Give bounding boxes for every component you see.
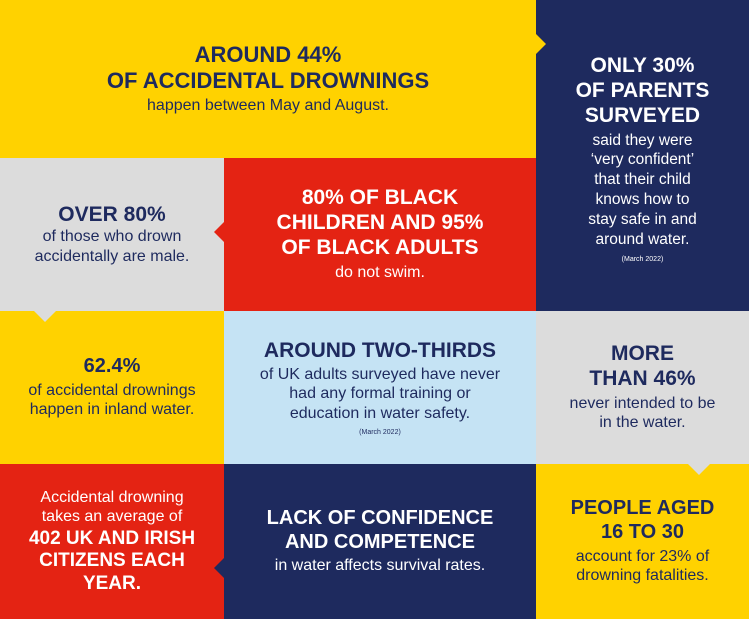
stat-panel-inland-water: 62.4% of accidental drownings happen in …	[0, 311, 224, 464]
pointer-arrow-left	[214, 222, 224, 242]
pointer-arrow-down	[34, 311, 56, 322]
stat-headline: ONLY 30%	[590, 54, 695, 78]
stat-description: happen between May and August.	[147, 97, 389, 115]
stat-headline: OVER 80%	[58, 202, 166, 226]
stat-panel-male: OVER 80% of those who drown accidentally…	[0, 158, 224, 311]
stat-headline: 80% OF BLACK	[301, 186, 459, 210]
stat-headline: AROUND TWO-THIRDS	[263, 338, 497, 362]
pointer-arrow-right	[536, 34, 546, 54]
stat-headline: OF BLACK ADULTS	[281, 235, 479, 259]
stat-description: of accidental drownings	[28, 381, 196, 399]
stat-panel-age-16-30: PEOPLE AGED 16 TO 30 account for 23% of …	[536, 464, 749, 619]
stat-headline: THAN 46%	[589, 366, 696, 390]
stat-headline: SURVEYED	[584, 103, 701, 127]
stat-headline: OF PARENTS	[575, 79, 710, 103]
stat-description: in the water.	[599, 414, 686, 432]
stat-description: takes an average of	[41, 508, 183, 526]
stat-description: in water affects survival rates.	[274, 557, 486, 575]
stat-description: around water.	[595, 230, 690, 248]
survey-date-note: (March 2022)	[359, 429, 401, 437]
stat-panel-never-intended: MORE THAN 46% never intended to be in th…	[536, 311, 749, 464]
stat-headline: YEAR.	[82, 572, 142, 594]
stat-headline: AND COMPETENCE	[284, 530, 475, 553]
stat-headline: 402 UK AND IRISH	[28, 527, 196, 549]
stat-headline: PEOPLE AGED	[570, 497, 715, 520]
stat-description: knows how to	[595, 191, 690, 209]
stat-panel-confidence-competence: LACK OF CONFIDENCE AND COMPETENCE in wat…	[224, 464, 536, 619]
pointer-arrow-down	[688, 464, 710, 475]
stat-panel-annual-deaths: Accidental drowning takes an average of …	[0, 464, 224, 619]
stat-description: happen in inland water.	[29, 401, 195, 419]
stat-description: stay safe in and	[588, 210, 697, 228]
pointer-arrow-left	[214, 558, 224, 578]
stat-panel-may-august: AROUND 44% OF ACCIDENTAL DROWNINGS happe…	[0, 0, 536, 158]
stat-description: drowning fatalities.	[576, 567, 709, 585]
stat-panel-swimming: 80% OF BLACK CHILDREN AND 95% OF BLACK A…	[224, 158, 536, 311]
stat-headline: OF ACCIDENTAL DROWNINGS	[106, 68, 430, 94]
stat-headline: MORE	[610, 342, 674, 366]
stat-panel-water-safety-education: AROUND TWO-THIRDS of UK adults surveyed …	[224, 311, 536, 464]
stat-headline: CITIZENS EACH	[39, 550, 185, 572]
stat-headline: AROUND 44%	[194, 42, 342, 68]
stat-panel-parents-confidence: ONLY 30% OF PARENTS SURVEYED said they w…	[536, 0, 749, 311]
stat-description: education in water safety.	[289, 404, 471, 422]
stat-description: of those who drown	[42, 228, 182, 246]
stat-description: account for 23% of	[575, 547, 710, 565]
stat-description: had any formal training or	[289, 385, 471, 403]
stat-description: of UK adults surveyed have never	[259, 365, 501, 383]
stat-description: said they were	[592, 131, 693, 149]
stat-description: never intended to be	[569, 394, 716, 412]
stat-description: Accidental drowning	[40, 488, 184, 506]
stat-description: do not swim.	[335, 264, 425, 282]
stat-description: ‘very confident’	[590, 151, 695, 169]
stat-description: that their child	[594, 171, 691, 189]
survey-date-note: (March 2022)	[621, 255, 664, 263]
stat-headline: LACK OF CONFIDENCE	[266, 507, 494, 530]
stat-headline: 62.4%	[83, 355, 141, 378]
stat-description: accidentally are male.	[34, 247, 190, 265]
stat-headline: CHILDREN AND 95%	[276, 210, 484, 234]
stat-headline: 16 TO 30	[600, 520, 684, 543]
